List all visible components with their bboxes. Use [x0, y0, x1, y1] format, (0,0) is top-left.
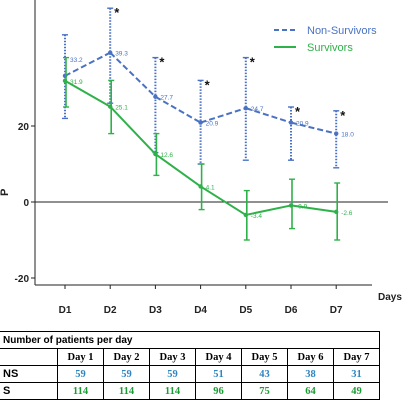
non-survivors-data-point [288, 120, 294, 125]
survivors-line-segment [109, 105, 157, 155]
non-survivors-data-point [243, 105, 248, 111]
significance-star: * [340, 108, 346, 123]
y-axis-label: P [0, 189, 11, 196]
survivors-data-label: 12.6 [160, 152, 173, 159]
non-survivors-line-segment [200, 107, 247, 124]
non-survivors-data-label: 27.7 [160, 95, 173, 102]
x-tick-label: D7 [330, 305, 343, 316]
non-survivors-data-label: 20.9 [296, 121, 309, 128]
non-survivors-line-segment [245, 107, 292, 124]
y-tick-label: 0 [23, 198, 29, 209]
table-cell: 96 [195, 382, 242, 400]
row-label-ns: NS [0, 365, 58, 383]
table-header-cell: Day 7 [333, 348, 380, 366]
chart-legend: Non-Survivors Survivors [274, 25, 377, 54]
survivors-line-segment [154, 153, 202, 188]
table-cell: 59 [103, 365, 150, 383]
non-survivors-data-point [108, 50, 113, 55]
survivors-data-label: 4.1 [206, 184, 215, 191]
table-cell: 114 [57, 382, 104, 400]
row-label-s: S [0, 382, 58, 400]
x-tick-label: D1 [59, 305, 72, 316]
table-row: NS 59 59 59 51 43 38 31 [0, 365, 380, 383]
survivors-line-segment [245, 204, 292, 216]
table-header-row: Day 1 Day 2 Day 3 Day 4 Day 5 Day 6 Day … [0, 348, 380, 366]
chart-marks: 33.2 39.3 27.7 20.9 24.7 20.9 18.0 31.9 25.1 12.6… [62, 5, 354, 241]
survivors-data-point [62, 78, 68, 83]
table-cell: 38 [287, 365, 334, 383]
survivors-data-label: -2.6 [341, 210, 353, 217]
x-tick-label: D2 [104, 305, 117, 316]
table-cell: 64 [287, 382, 334, 400]
non-survivors-data-point [198, 120, 203, 125]
non-survivors-data-label: 20.9 [206, 121, 219, 128]
table-cell: 51 [195, 365, 242, 383]
survivors-line-segment [200, 185, 247, 216]
x-axis-title: Days [378, 292, 402, 303]
table-cell: 31 [333, 365, 380, 383]
table-header-cell: Day 6 [287, 348, 334, 366]
patients-per-day-table: Number of patients per day Day 1 Day 2 D… [0, 331, 380, 400]
table-cell: 43 [241, 365, 288, 383]
table-header-cell: Day 5 [241, 348, 288, 366]
survivors-data-label: -0.9 [296, 203, 308, 210]
table-header-cell: Day 2 [103, 348, 150, 366]
legend-label-survivors: Survivors [307, 42, 353, 54]
x-tick-label: D3 [149, 305, 162, 316]
table-cell: 49 [333, 382, 380, 400]
significance-star: * [159, 55, 165, 70]
x-tick-label: D4 [194, 305, 207, 316]
survivors-data-label: 31.9 [70, 79, 83, 86]
table-cell: 59 [149, 365, 196, 383]
chart-axes: -20 0 20 P D1 D2 D3 D4 D5 D6 D7 Days [0, 0, 402, 316]
survivors-line-segment [290, 204, 337, 213]
non-survivors-data-label: 18.0 [341, 132, 354, 139]
table-cell: 75 [241, 382, 288, 400]
non-survivors-line-segment [290, 121, 337, 135]
table-cell: 114 [149, 382, 196, 400]
non-survivors-data-label: 24.7 [251, 106, 264, 113]
y-tick-label: 20 [18, 122, 30, 133]
survivors-data-point [108, 104, 113, 109]
survivors-data-point [243, 212, 248, 218]
survivors-data-point [288, 203, 294, 208]
non-survivors-line-segment [109, 51, 157, 98]
x-tick-label: D6 [285, 305, 298, 316]
non-survivors-data-label: 39.3 [115, 51, 128, 58]
significance-star: * [295, 104, 301, 119]
y-tick-label: -20 [15, 274, 30, 285]
table-header-cell: Day 4 [195, 348, 242, 366]
significance-star: * [250, 55, 256, 70]
survivors-data-label: -3.4 [251, 213, 263, 220]
non-survivors-data-point [334, 131, 339, 136]
x-tick-label: D5 [239, 305, 252, 316]
table-row: S 114 114 114 96 75 64 49 [0, 382, 380, 400]
survivors-data-point [153, 151, 158, 157]
survivors-data-point [198, 184, 203, 189]
table-cell: 59 [57, 365, 104, 383]
non-survivors-data-label: 33.2 [70, 57, 83, 64]
survivors-data-label: 25.1 [115, 105, 128, 112]
legend-label-non-survivors: Non-Survivors [307, 25, 377, 37]
table-cell: 114 [103, 382, 150, 400]
table-caption: Number of patients per day [0, 331, 380, 349]
table-corner-cell [0, 348, 58, 366]
table-header-cell: Day 1 [57, 348, 104, 366]
non-survivors-data-point [153, 94, 158, 99]
survivors-line-segment [64, 79, 111, 108]
significance-star: * [205, 77, 211, 92]
table-header-cell: Day 3 [149, 348, 196, 366]
significance-star: * [114, 5, 120, 20]
survivors-data-point [334, 209, 339, 215]
line-chart: -20 0 20 P D1 D2 D3 D4 D5 D6 D7 Days 33.2 39.3 27.7 20… [0, 0, 402, 316]
